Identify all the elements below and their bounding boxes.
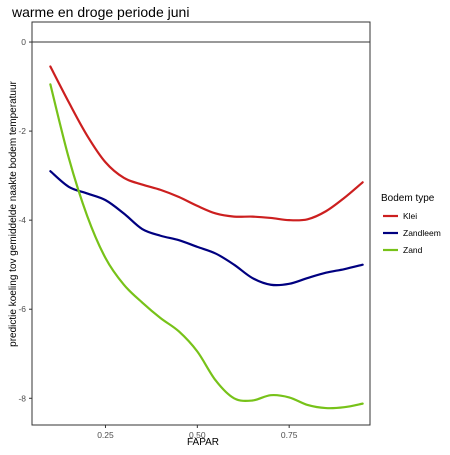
y-tick-label: -2 [18,126,26,136]
legend-title: Bodem type [381,193,435,204]
y-axis-title: predictie koeling tov gemiddelde naakte … [8,80,19,346]
legend-label-klei: Klei [403,211,417,221]
x-tick-label: 0.75 [281,430,298,440]
x-tick-label: 0.25 [97,430,114,440]
plot-area [31,21,371,426]
series-line-zandleem [49,170,364,287]
x-tick-label: 0.50 [189,430,206,440]
y-tick-label: -6 [18,304,26,314]
y-tick-label: 0 [21,37,26,47]
plot-border [31,21,371,426]
y-axis: 0 -2 -4 -6 -8 [18,37,32,403]
y-tick-label: -4 [18,215,26,225]
chart-title: warme en droge periode juni [11,4,189,20]
series-line-zand [49,83,364,410]
x-axis: 0.25 0.50 0.75 [97,425,298,440]
y-tick-label: -8 [18,393,26,403]
legend-label-zand: Zand [403,245,423,255]
legend: Bodem type Klei Zandleem Zand [381,193,441,255]
series-line-klei [49,65,364,222]
legend-label-zandleem: Zandleem [403,228,441,238]
x-axis-title: FAPAR [187,437,219,448]
